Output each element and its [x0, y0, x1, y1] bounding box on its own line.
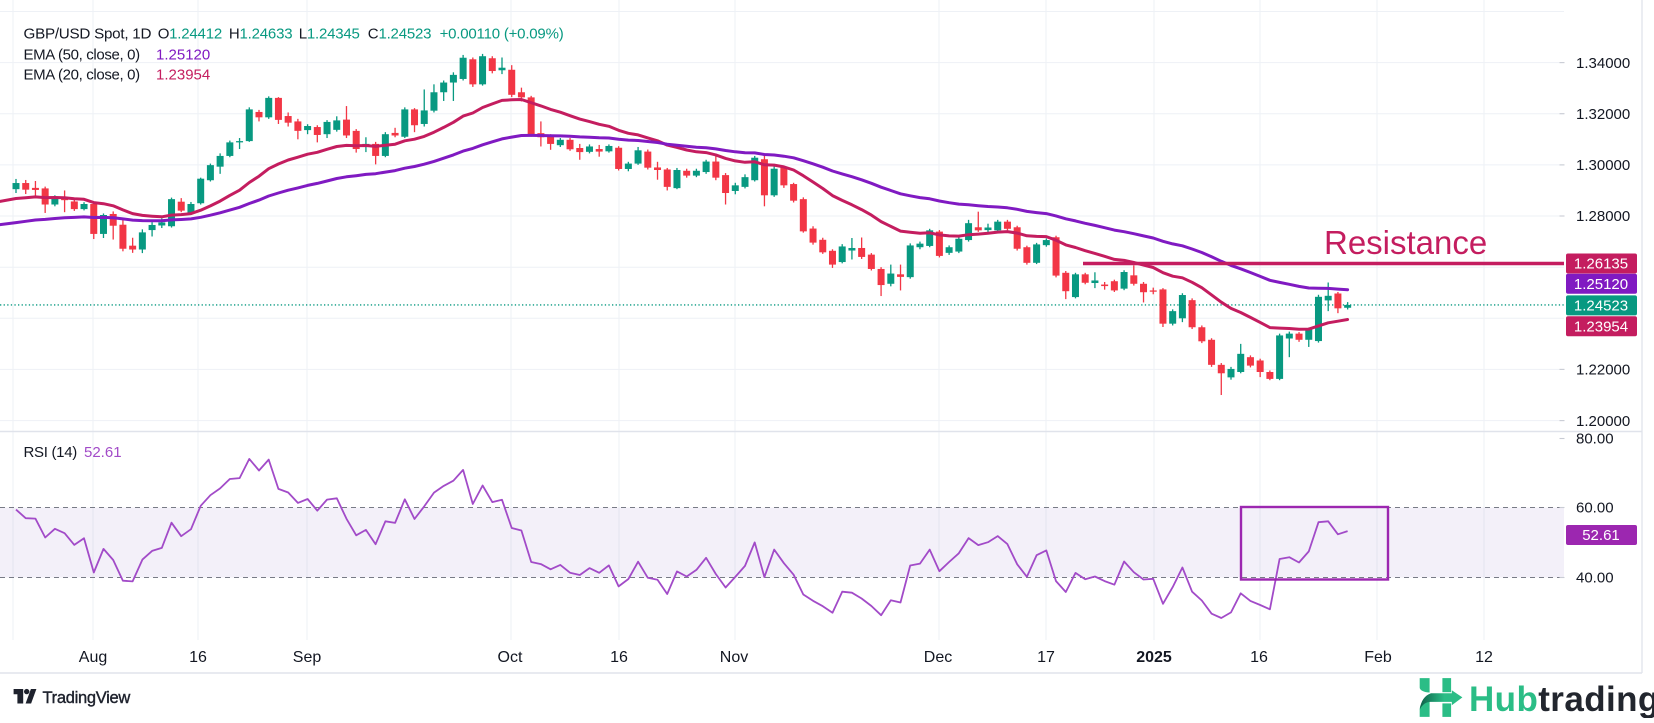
- svg-text:GBP/USD Spot, 1D: GBP/USD Spot, 1D: [24, 26, 152, 43]
- svg-text:RSI (14): RSI (14): [24, 444, 78, 461]
- svg-text:1.24523: 1.24523: [1574, 298, 1628, 315]
- svg-text:Oct: Oct: [498, 649, 523, 666]
- svg-text:Resistance: Resistance: [1324, 224, 1487, 261]
- svg-text:80.00: 80.00: [1576, 431, 1614, 448]
- svg-text:1.22000: 1.22000: [1576, 362, 1630, 379]
- svg-text:Dec: Dec: [924, 649, 952, 666]
- svg-text:L1.24345: L1.24345: [299, 26, 360, 43]
- svg-text:O1.24412: O1.24412: [158, 26, 222, 43]
- svg-text:52.61: 52.61: [1582, 527, 1620, 544]
- svg-text:Sep: Sep: [293, 649, 322, 666]
- svg-text:H1.24633: H1.24633: [229, 26, 292, 43]
- svg-text:Aug: Aug: [79, 649, 107, 666]
- svg-text:Nov: Nov: [720, 649, 748, 666]
- svg-text:1.30000: 1.30000: [1576, 157, 1630, 174]
- svg-text:1.23954: 1.23954: [156, 67, 210, 84]
- svg-text:EMA (20, close, 0): EMA (20, close, 0): [24, 67, 141, 84]
- svg-text:16: 16: [1250, 649, 1268, 666]
- svg-text:C1.24523: C1.24523: [368, 26, 431, 43]
- svg-text:40.00: 40.00: [1576, 570, 1614, 587]
- svg-text:1.25120: 1.25120: [156, 47, 210, 64]
- svg-text:TradingView: TradingView: [43, 689, 131, 707]
- svg-text:60.00: 60.00: [1576, 500, 1614, 517]
- svg-text:17: 17: [1037, 649, 1055, 666]
- svg-text:1.26135: 1.26135: [1574, 256, 1628, 273]
- svg-text:52.61: 52.61: [84, 444, 122, 461]
- svg-text:16: 16: [610, 649, 628, 666]
- svg-text:Feb: Feb: [1364, 649, 1392, 666]
- svg-text:EMA (50, close, 0): EMA (50, close, 0): [24, 47, 141, 64]
- svg-text:1.28000: 1.28000: [1576, 208, 1630, 225]
- svg-text:2025: 2025: [1136, 649, 1172, 666]
- svg-text:+0.00110 (+0.09%): +0.00110 (+0.09%): [440, 26, 564, 43]
- svg-text:1.34000: 1.34000: [1576, 55, 1630, 72]
- svg-text:Hubtrading: Hubtrading: [1469, 680, 1654, 718]
- svg-text:1.20000: 1.20000: [1576, 413, 1630, 430]
- svg-text:12: 12: [1475, 649, 1493, 666]
- svg-text:1.32000: 1.32000: [1576, 106, 1630, 123]
- svg-text:1.23954: 1.23954: [1574, 318, 1628, 335]
- svg-text:16: 16: [189, 649, 207, 666]
- svg-text:1.25120: 1.25120: [1574, 276, 1628, 293]
